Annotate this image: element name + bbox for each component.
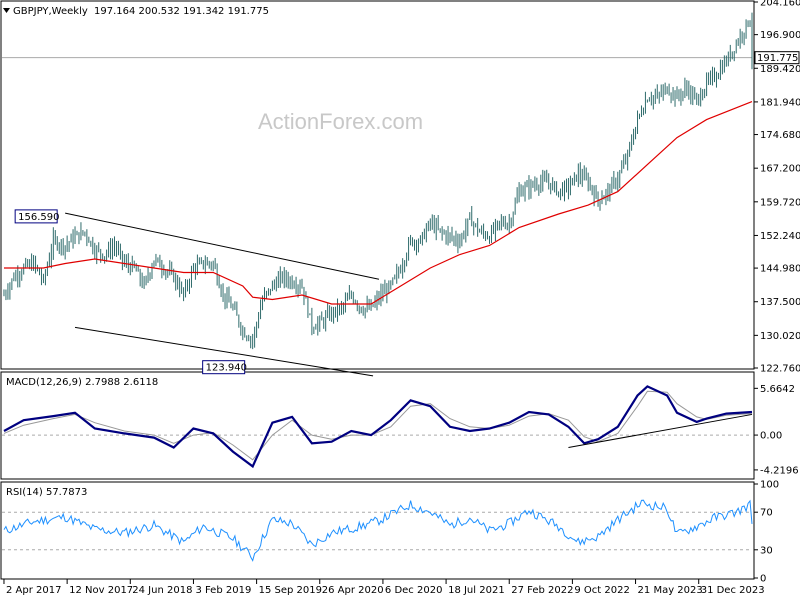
x-tick-label: 26 Apr 2020 bbox=[322, 585, 384, 596]
macd-y-tick-label: 5.6642 bbox=[760, 384, 795, 395]
x-tick-label: 24 Jun 2018 bbox=[132, 585, 192, 596]
last-price-label: 191.775 bbox=[757, 53, 798, 64]
x-tick-label: 27 Feb 2022 bbox=[511, 585, 573, 596]
rsi-y-tick-label: 70 bbox=[760, 508, 773, 519]
price-trendline bbox=[74, 326, 374, 377]
macd-panel-frame bbox=[0, 371, 755, 480]
x-tick-label: 18 Jul 2021 bbox=[448, 585, 505, 596]
price-y-tick-label: 174.680 bbox=[760, 130, 800, 141]
x-tick-label: 21 May 2023 bbox=[638, 585, 703, 596]
x-tick-label: 3 Feb 2019 bbox=[195, 585, 251, 596]
price-annotation-box bbox=[202, 360, 246, 375]
trendlines bbox=[65, 212, 380, 377]
price-title: GBPJPY,Weekly bbox=[13, 6, 88, 17]
header-triangle-icon bbox=[3, 8, 10, 13]
price-y-tick-label: 204.160 bbox=[760, 0, 800, 9]
last-price-box bbox=[754, 51, 800, 65]
x-tick-label: 15 Sep 2019 bbox=[259, 585, 322, 596]
macd-line bbox=[3, 385, 753, 469]
price-y-tick-label: 130.020 bbox=[760, 331, 800, 342]
macd-y-tick-label: 0.00 bbox=[760, 431, 782, 442]
rsi-title: RSI(14) 57.7873 bbox=[6, 487, 87, 498]
price-y-tick-label: 137.500 bbox=[760, 297, 800, 308]
price-annotation-label: 123.940 bbox=[206, 363, 247, 374]
x-tick-labels: 2 Apr 2017 12 Nov 2017 24 Jun 2018 3 Feb 20… bbox=[3, 579, 765, 596]
macd-signal-line bbox=[3, 390, 753, 461]
price-annotation-label: 156.590 bbox=[18, 212, 59, 223]
price-y-tick-label: 159.720 bbox=[760, 197, 800, 208]
price-panel-frame bbox=[0, 0, 755, 370]
macd-trendline bbox=[568, 413, 753, 448]
rsi-y-tick-label: 30 bbox=[760, 545, 773, 556]
price-y-tick-label: 189.420 bbox=[760, 64, 800, 75]
moving-average-series bbox=[4, 101, 753, 305]
y-tick-labels: 204.160 196.900 189.420 181.940 174.680 167.2… bbox=[754, 0, 800, 585]
watermark: ActionForex.com bbox=[258, 109, 423, 134]
price-y-tick-label: 181.940 bbox=[760, 97, 800, 108]
rsi-line bbox=[3, 499, 753, 562]
rsi-series bbox=[3, 499, 753, 562]
moving-average-line bbox=[4, 101, 753, 305]
price-trendline bbox=[65, 212, 380, 280]
price-y-tick-label: 196.900 bbox=[760, 30, 800, 41]
x-tick-label: 31 Dec 2023 bbox=[701, 585, 765, 596]
annotations: 156.590 123.940 bbox=[14, 209, 247, 375]
price-y-tick-label: 152.240 bbox=[760, 231, 800, 242]
x-tick-label: 12 Nov 2017 bbox=[69, 585, 133, 596]
x-tick-label: 2 Apr 2017 bbox=[6, 585, 61, 596]
price-y-tick-label: 167.200 bbox=[760, 164, 800, 175]
price-series bbox=[3, 12, 753, 350]
price-y-tick-label: 144.980 bbox=[760, 264, 800, 275]
price-ohlc: 197.164 200.532 191.342 191.775 bbox=[94, 6, 269, 17]
rsi-y-tick-label: 100 bbox=[760, 480, 779, 491]
price-annotation-box bbox=[14, 209, 58, 224]
grid-lines bbox=[2, 57, 752, 551]
price-y-tick-label: 122.760 bbox=[760, 364, 800, 375]
macd-series bbox=[3, 385, 753, 469]
macd-title: MACD(12,26,9) 2.7988 2.6118 bbox=[6, 377, 158, 388]
x-tick-label: 6 Dec 2020 bbox=[385, 585, 443, 596]
x-tick-label: 9 Oct 2022 bbox=[574, 585, 629, 596]
rsi-panel-frame bbox=[0, 481, 755, 580]
price-header: GBPJPY,Weekly 197.164 200.532 191.342 19… bbox=[3, 6, 269, 17]
macd-y-tick-label: -4.2196 bbox=[760, 465, 799, 476]
rsi-y-tick-label: 0 bbox=[760, 574, 766, 585]
